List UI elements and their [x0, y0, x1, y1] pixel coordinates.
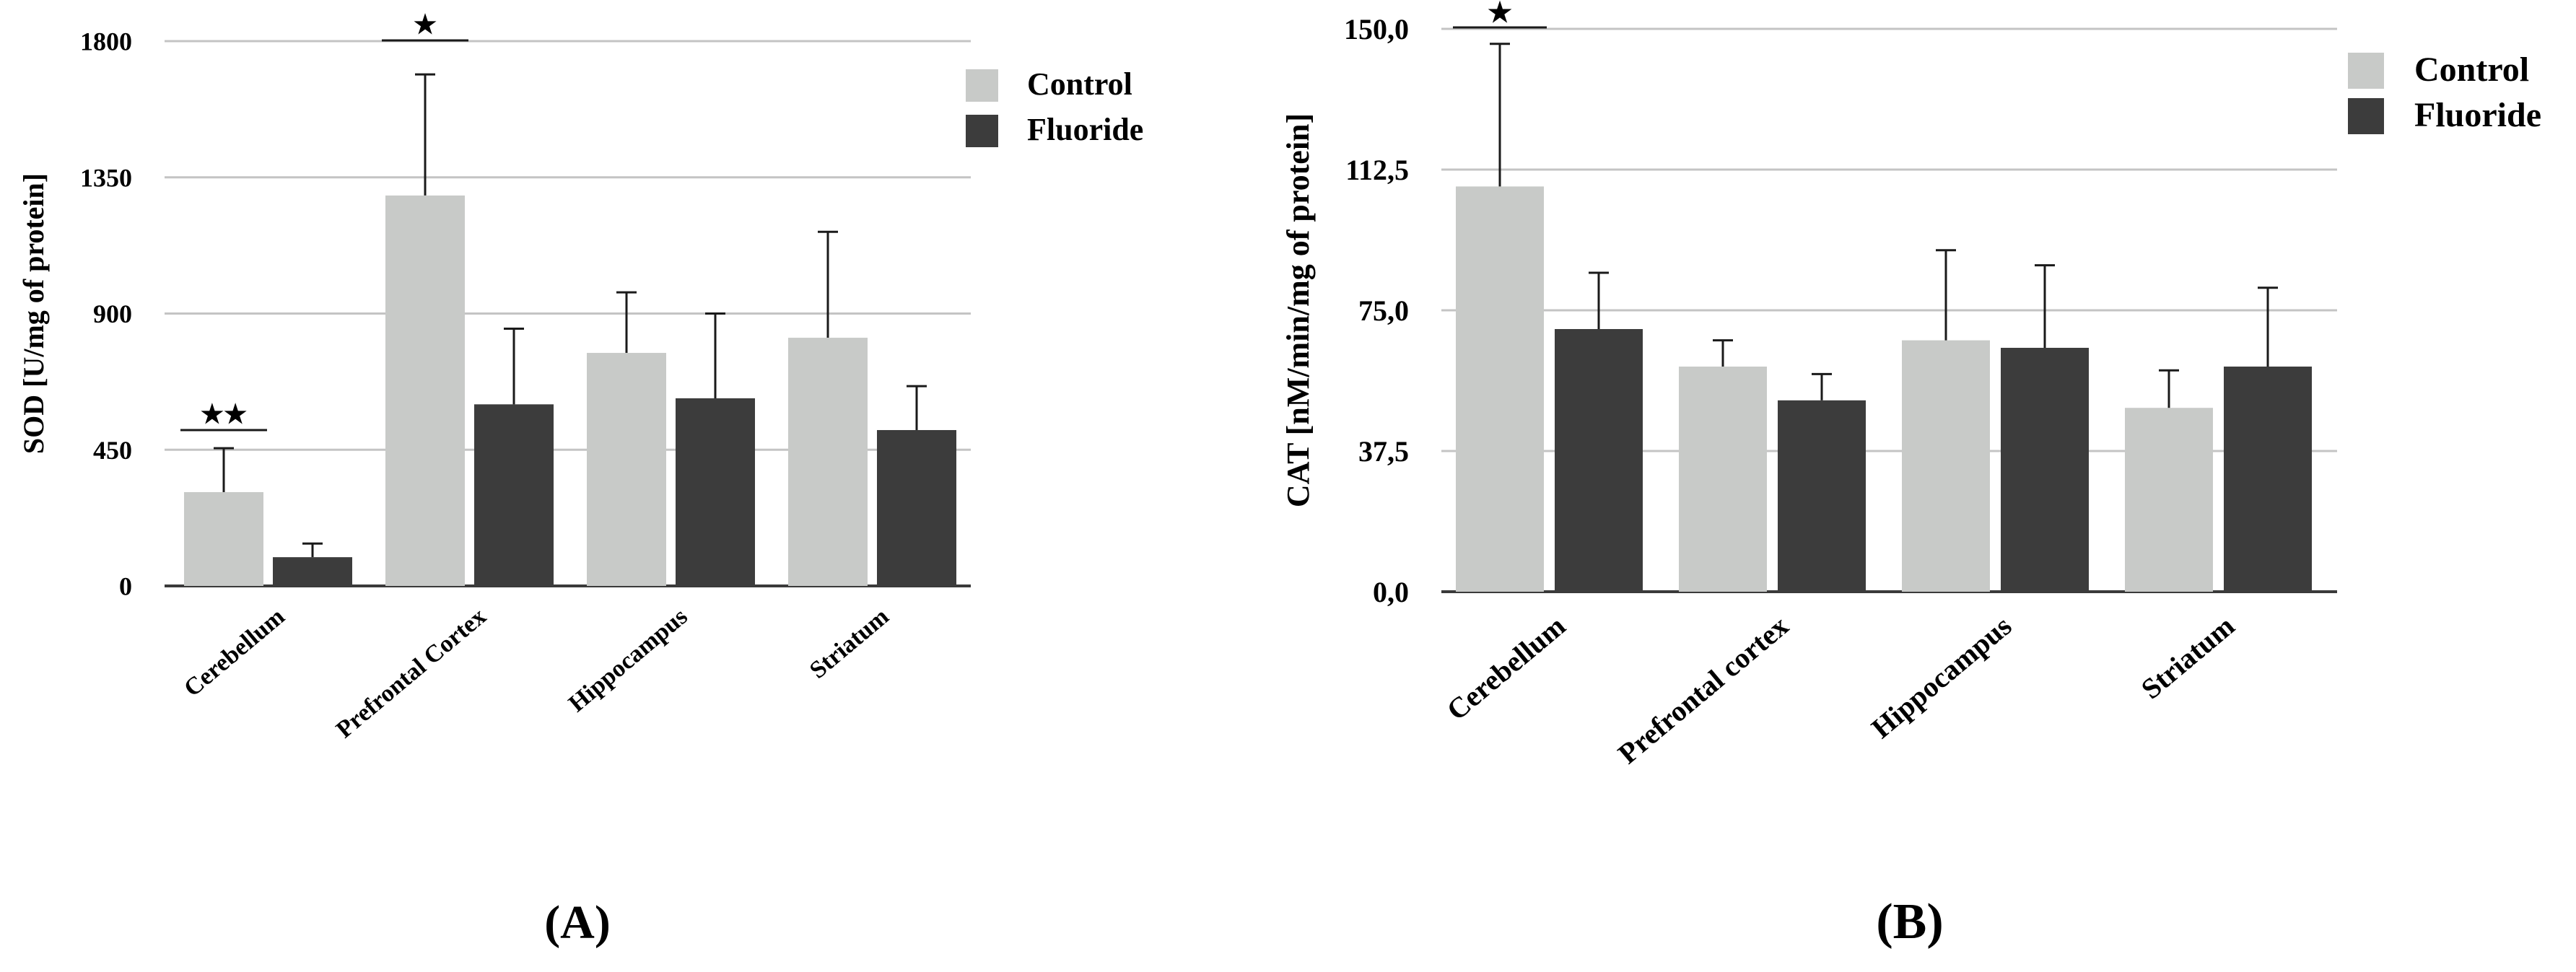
x-tick-label: Cerebellum — [1441, 609, 1572, 727]
x-tick-label: Striatum — [805, 603, 894, 684]
y-tick-label: 1800 — [80, 27, 132, 56]
bar-fluoride-3 — [2001, 348, 2089, 592]
panel-label: (A) — [544, 896, 611, 949]
legend-swatch-fluoride — [966, 115, 998, 147]
bar-fluoride-4 — [2224, 367, 2312, 592]
y-tick-label: 150,0 — [1344, 13, 1409, 45]
y-axis-label: CAT [nM/min/mg of protein] — [1280, 113, 1316, 507]
legend-swatch-control — [2348, 53, 2384, 89]
x-tick-label: Striatum — [2135, 609, 2240, 705]
bar-control-1 — [184, 491, 263, 586]
bar-fluoride-3 — [676, 398, 755, 586]
bar-fluoride-4 — [877, 429, 956, 586]
bar-fluoride-2 — [1778, 400, 1866, 592]
y-tick-label: 1350 — [80, 163, 132, 192]
bar-control-2 — [1679, 367, 1767, 592]
x-tick-label: Hippocampus — [1865, 609, 2017, 744]
y-tick-label: 0 — [119, 572, 132, 601]
legend-swatch-control — [966, 69, 998, 102]
y-tick-label: 0,0 — [1373, 576, 1409, 608]
significance-stars: ★★ — [201, 400, 248, 429]
x-tick-label: Hippocampus — [564, 603, 693, 717]
chart-panel-a: 0 450 900 1350 1800 SOD [U/mg of protein] Cere… — [17, 10, 1143, 949]
significance-stars: ★ — [1488, 0, 1512, 28]
bar-fluoride-1 — [1555, 329, 1643, 592]
legend-swatch-fluoride — [2348, 98, 2384, 134]
x-tick-label: Prefrontal Cortex — [331, 603, 492, 743]
significance-stars: ★ — [414, 10, 437, 39]
bar-control-4 — [2125, 408, 2213, 592]
legend-label-fluoride: Fluoride — [2414, 96, 2541, 134]
bar-control-1 — [1456, 186, 1544, 592]
x-tick-label: Prefrontal cortex — [1612, 609, 1794, 770]
legend-label-control: Control — [1027, 66, 1132, 102]
x-tick-label: Cerebellum — [179, 603, 290, 702]
y-tick-label: 75,0 — [1358, 294, 1409, 327]
bar-control-3 — [587, 353, 666, 586]
bar-fluoride-2 — [474, 404, 554, 586]
chart-panel-b: 0,0 37,5 75,0 112,5 150,0 CAT [nM/min/mg of p… — [1280, 0, 2541, 950]
bar-control-4 — [788, 338, 868, 586]
panel-label: (B) — [1876, 894, 1943, 950]
y-tick-label: 112,5 — [1345, 154, 1409, 186]
bar-fluoride-1 — [273, 557, 352, 586]
y-axis-label: SOD [U/mg of protein] — [17, 173, 50, 454]
bar-control-2 — [385, 195, 465, 587]
bar-control-3 — [1902, 340, 1990, 592]
y-tick-label: 450 — [93, 436, 132, 465]
legend-label-control: Control — [2414, 51, 2529, 89]
y-tick-label: 900 — [93, 299, 132, 328]
legend-label-fluoride: Fluoride — [1027, 112, 1143, 147]
y-tick-label: 37,5 — [1358, 435, 1409, 468]
